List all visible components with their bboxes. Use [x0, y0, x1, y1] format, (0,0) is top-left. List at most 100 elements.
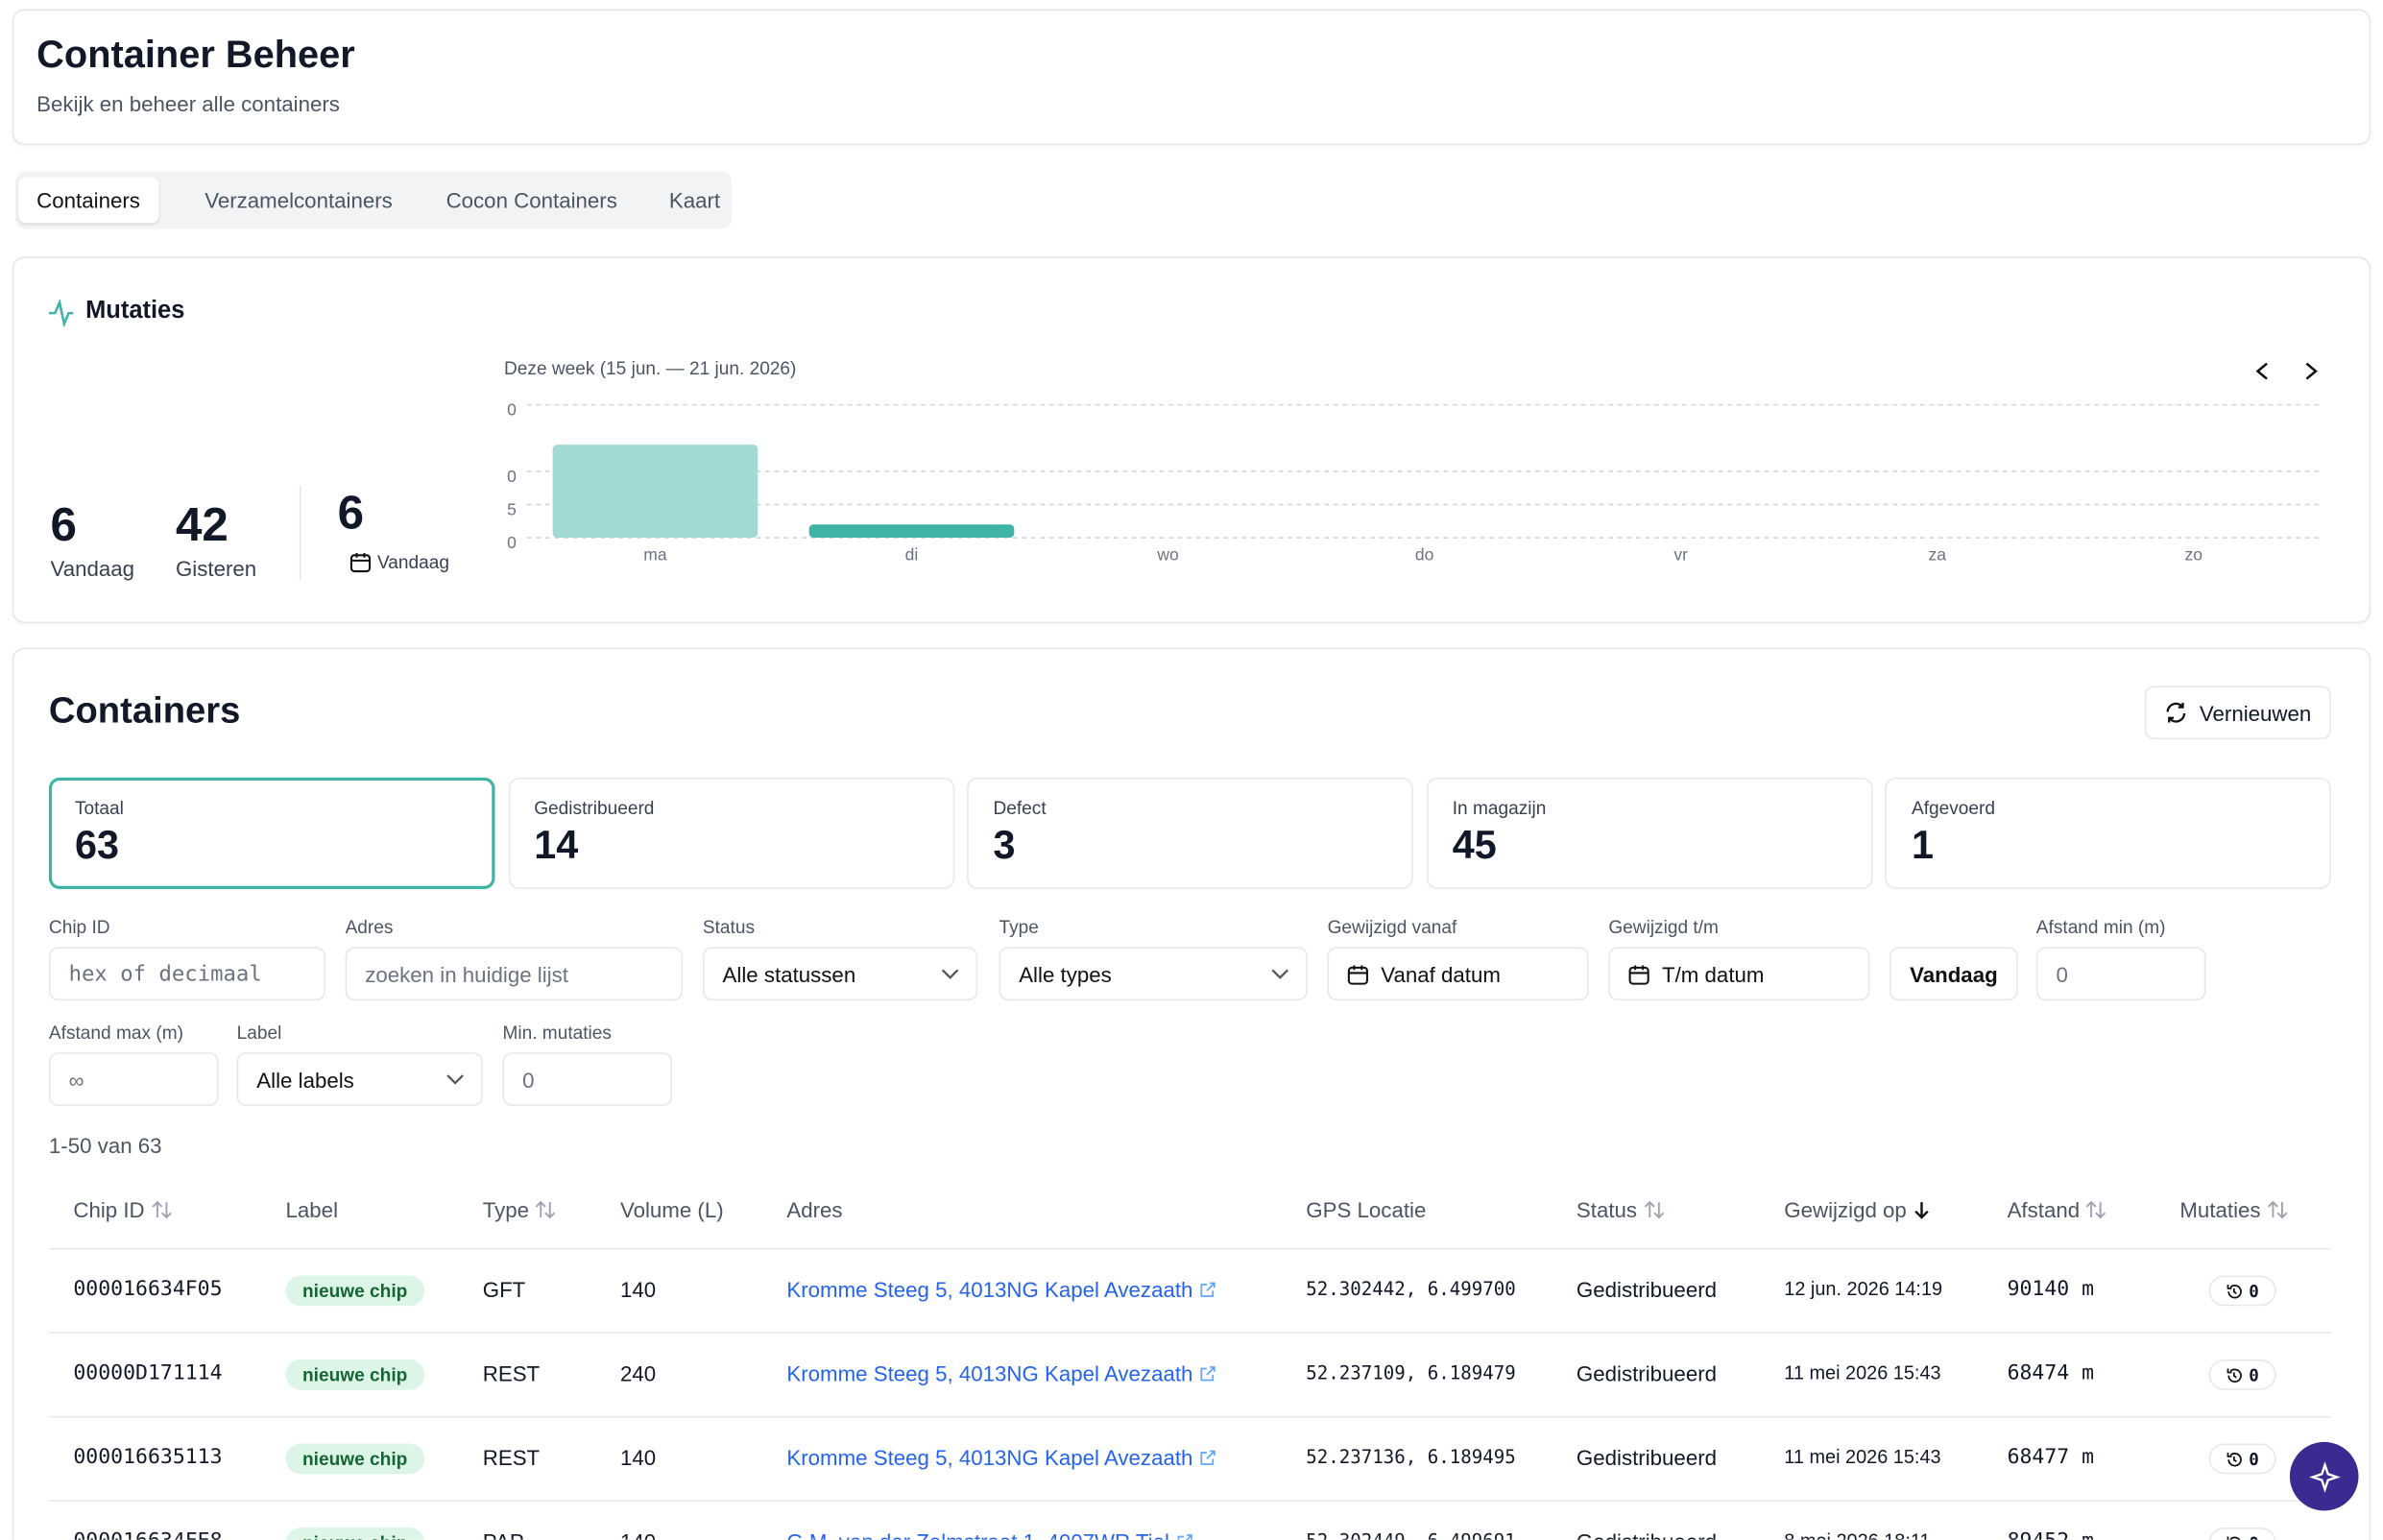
summary-card[interactable]: [967, 777, 1413, 889]
tab[interactable]: Kaart: [668, 187, 721, 213]
sparkle-icon: [2308, 1460, 2340, 1492]
chart-subtitle: Deze week (15 jun. — 21 jun. 2026): [504, 359, 796, 379]
tab[interactable]: Cocon Containers: [445, 187, 617, 213]
summary-card[interactable]: [48, 777, 495, 889]
address-link[interactable]: Kromme Steeg 5, 4013NG Kapel Avezaath: [786, 1445, 1216, 1470]
cell: Gedistribueerd: [1576, 1277, 1718, 1302]
button[interactable]: Vandaag: [1890, 947, 2018, 1001]
filter-input[interactable]: Vanaf datum: [1327, 947, 1589, 1001]
header-text: Label: [285, 1197, 339, 1222]
badge: nieuwe chip: [285, 1359, 424, 1390]
cell: Gedistribueerd: [1576, 1445, 1718, 1470]
gps: 52.302442, 6.499700: [1306, 1278, 1516, 1300]
y-tick-label: 0: [507, 467, 517, 486]
column-header[interactable]: Adres: [786, 1197, 842, 1221]
address-link[interactable]: Kromme Steeg 5, 4013NG Kapel Avezaath: [786, 1361, 1216, 1385]
summary-label: Gedistribueerd: [534, 797, 655, 819]
filter-input[interactable]: T/m datum: [1608, 947, 1870, 1001]
summary-label: Totaal: [74, 797, 124, 819]
external-icon: [1200, 1365, 1216, 1381]
header-text: Gewijzigd op: [1784, 1197, 1907, 1222]
refresh-button[interactable]: Vernieuwen: [2144, 686, 2331, 740]
x-tick-label: za: [1928, 545, 1946, 565]
column-header[interactable]: Label: [286, 1197, 339, 1221]
gps: 52.237136, 6.189495: [1306, 1446, 1516, 1468]
bar: [808, 524, 1015, 539]
sort-desc-icon: [1914, 1202, 1929, 1219]
cell: 140: [620, 1529, 656, 1540]
input-text: ∞: [68, 1067, 84, 1092]
distance: 68474 m: [2007, 1360, 2095, 1386]
column-header[interactable]: Volume (L): [620, 1197, 724, 1221]
external-icon: [1200, 1281, 1216, 1297]
filter-input[interactable]: ∞: [48, 1052, 219, 1106]
header-text: Status: [1576, 1197, 1638, 1222]
summary-value: 45: [1452, 821, 1497, 868]
header-text: Mutaties: [2179, 1197, 2261, 1222]
link-text: Kromme Steeg 5, 4013NG Kapel Avezaath: [786, 1360, 1193, 1386]
date: 8 mei 2026 18:11: [1784, 1530, 1930, 1540]
row-divider: [48, 1500, 2331, 1502]
column-header[interactable]: GPS Locatie: [1306, 1197, 1426, 1221]
address-link[interactable]: Kromme Steeg 5, 4013NG Kapel Avezaath: [786, 1277, 1216, 1302]
tab[interactable]: Verzamelcontainers: [205, 187, 393, 213]
stat-value: 6: [50, 497, 77, 552]
input-text: Vandaag: [1910, 961, 1998, 986]
filter-input[interactable]: zoeken in huidige lijst: [345, 947, 684, 1001]
sort-icon: [1644, 1200, 1664, 1219]
filter-input[interactable]: Alle statussen: [702, 947, 978, 1001]
summary-value: 63: [74, 821, 119, 868]
stat-label: Vandaag: [349, 551, 449, 573]
mutation-badge[interactable]: 0: [2208, 1359, 2276, 1390]
filter-input[interactable]: 0: [502, 1052, 673, 1106]
tab-bar: Containers Verzamelcontainers Cocon Contai…: [14, 171, 733, 229]
prev-button[interactable]: [2255, 362, 2268, 380]
filter-input[interactable]: Alle types: [999, 947, 1308, 1001]
summary-label: Defect: [993, 797, 1047, 819]
section-title: Containers: [48, 690, 241, 733]
distance: 90140 m: [2007, 1277, 2095, 1302]
sort-icon: [2267, 1200, 2288, 1219]
header-text: Volume (L): [619, 1197, 724, 1222]
summary-value: 14: [534, 821, 579, 868]
next-button[interactable]: [2305, 362, 2318, 380]
assistant-button[interactable]: [2289, 1441, 2359, 1511]
filter-input[interactable]: hex of decimaal: [48, 947, 325, 1001]
filter-input[interactable]: Alle labels: [236, 1052, 483, 1106]
filter-label: Status: [702, 916, 756, 938]
summary-card[interactable]: [1885, 777, 2332, 889]
stat-label: Gisteren: [175, 556, 257, 581]
history-icon: [2227, 1367, 2243, 1383]
divider: [299, 485, 301, 581]
bar: [552, 445, 758, 539]
address-link[interactable]: G.M. van der Zalmstraat 1, 4007WR Tiel: [786, 1529, 1192, 1540]
header-text: Chip ID: [73, 1197, 145, 1222]
header-text: Type: [482, 1197, 530, 1222]
filter-input[interactable]: 0: [2035, 947, 2206, 1001]
cell: REST: [482, 1360, 541, 1386]
x-tick-label: wo: [1156, 545, 1178, 565]
column-header[interactable]: Gewijzigd op: [1784, 1197, 1931, 1222]
column-header[interactable]: Mutaties: [2179, 1197, 2288, 1222]
distance: 68477 m: [2007, 1445, 2095, 1470]
input-text: zoeken in huidige lijst: [365, 961, 569, 986]
y-tick-label: 0: [507, 400, 517, 420]
filter-label: Gewijzigd t/m: [1608, 916, 1719, 938]
mutation-badge[interactable]: 0: [2208, 1528, 2276, 1540]
calendar-icon: [349, 552, 372, 573]
y-tick-label: 5: [507, 499, 517, 518]
mutation-badge[interactable]: 0: [2208, 1275, 2276, 1307]
external-icon: [1200, 1449, 1216, 1465]
mutation-badge[interactable]: 0: [2208, 1443, 2276, 1475]
tab[interactable]: Containers: [18, 177, 158, 224]
summary-card[interactable]: [508, 777, 954, 889]
summary-value: 1: [1911, 821, 1934, 868]
column-header[interactable]: Afstand: [2008, 1197, 2107, 1222]
summary-card[interactable]: [1426, 777, 1873, 889]
column-header[interactable]: Type: [482, 1197, 557, 1222]
history-icon: [2227, 1535, 2242, 1540]
column-header[interactable]: Chip ID: [73, 1197, 172, 1222]
summary-label: Afgevoerd: [1911, 797, 1995, 819]
activity-icon: [48, 299, 74, 327]
column-header[interactable]: Status: [1576, 1197, 1665, 1222]
